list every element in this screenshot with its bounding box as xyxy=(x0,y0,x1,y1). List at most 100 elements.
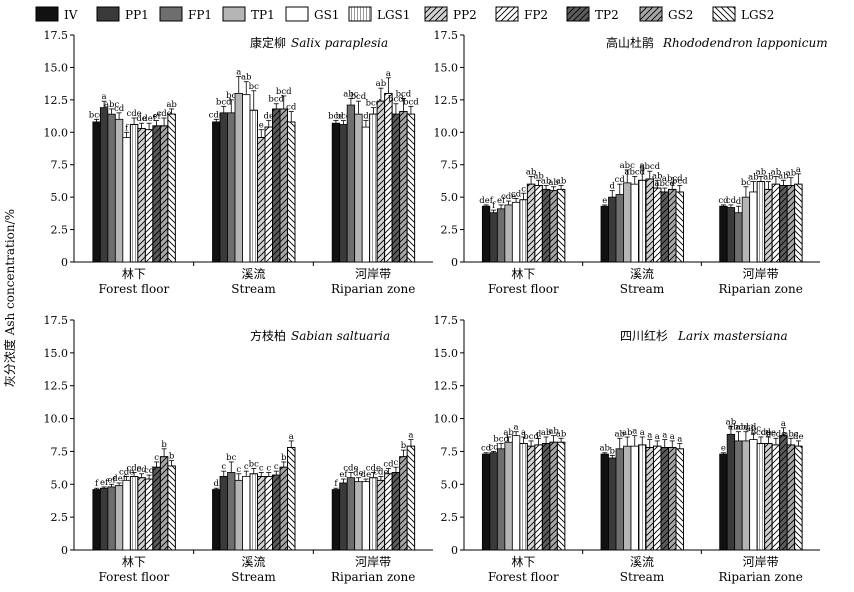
bar-hatch xyxy=(756,181,766,263)
bar-pp1 xyxy=(339,482,348,551)
significance-label: e xyxy=(259,121,264,131)
bar-iv xyxy=(212,121,221,263)
significance-label: a xyxy=(289,432,294,442)
bar-hatch xyxy=(279,466,288,551)
bar-pp1 xyxy=(608,196,617,263)
panel-title-cn: 方枝柏 xyxy=(250,328,286,343)
bar-hatch xyxy=(779,435,788,551)
x-category-label-en: Riparian zone xyxy=(331,282,415,296)
significance-label: a xyxy=(514,423,519,433)
bar-hatch xyxy=(152,125,161,263)
significance-label: ab xyxy=(771,167,782,177)
bar-fp1 xyxy=(615,194,624,263)
y-tick-label: 15.0 xyxy=(434,347,459,360)
bar-hatch xyxy=(279,108,288,263)
significance-label: ab xyxy=(614,429,625,439)
bar-iv xyxy=(212,489,221,551)
bar-hatch xyxy=(137,477,146,551)
bar-tp1 xyxy=(114,485,124,551)
significance-label: bcd xyxy=(403,97,419,107)
bar-hatch xyxy=(653,445,662,551)
bar-iv xyxy=(331,489,341,551)
y-tick-label: 7.5 xyxy=(51,159,69,172)
legend-item: TP2 xyxy=(566,6,619,22)
bar-fp1 xyxy=(615,448,624,551)
y-tick-label: 17.5 xyxy=(434,314,459,327)
significance-label: abcd xyxy=(639,162,660,172)
bar-tp1 xyxy=(741,440,751,551)
y-axis-label: 灰分浓度 Ash concentration/% xyxy=(2,209,17,387)
bar-iv xyxy=(481,453,491,551)
significance-label: a xyxy=(102,92,107,102)
bar-hatch xyxy=(159,125,169,263)
significance-label: e xyxy=(602,196,607,206)
bar-pp1 xyxy=(339,124,348,263)
significance-label: a xyxy=(640,161,645,171)
y-tick-label: 0 xyxy=(451,256,458,269)
bar-pp1 xyxy=(99,107,109,263)
bar-gs1 xyxy=(361,126,371,263)
significance-label: bcd xyxy=(276,87,292,97)
bar-iv xyxy=(600,205,609,263)
legend-label: GS1 xyxy=(314,8,339,22)
significance-label: bcde xyxy=(751,428,772,438)
panel-sabian-saltuaria: 方枝柏 Sabian saltuaria 0 2.5 5.0 7.5 10.0 12.5 1… xyxy=(44,314,433,584)
y-tick-label: 12.5 xyxy=(434,380,459,393)
significance-label: ef xyxy=(152,112,161,122)
bar-fp1 xyxy=(346,104,356,263)
significance-label: bc xyxy=(249,460,259,470)
significance-label: bcd xyxy=(396,90,412,100)
y-tick-label: 12.5 xyxy=(44,380,69,393)
bar-fp1 xyxy=(734,440,743,551)
x-category-label-en: Forest floor xyxy=(98,282,169,296)
bar-hatch xyxy=(391,472,401,551)
bar-fp1 xyxy=(107,113,116,263)
significance-label: cde xyxy=(343,463,358,473)
bar-hatch xyxy=(764,188,773,263)
legend-label: IV xyxy=(64,8,78,22)
bar-hatch xyxy=(519,443,528,551)
bar-hatch xyxy=(534,185,543,263)
significance-label: cde xyxy=(126,109,141,119)
significance-label: bcd xyxy=(89,110,105,120)
significance-label: a xyxy=(632,427,637,437)
legend-swatch-hatch xyxy=(348,6,372,22)
significance-label: ef xyxy=(100,478,109,488)
y-tick-label: 2.5 xyxy=(51,511,69,524)
significance-label: de xyxy=(136,114,146,124)
significance-label: cd xyxy=(136,465,147,475)
significance-label: c xyxy=(521,184,526,194)
y-tick-label: 2.5 xyxy=(441,511,459,524)
bar-hatch xyxy=(287,121,296,263)
significance-label: ab xyxy=(763,173,774,183)
y-tick-label: 0 xyxy=(451,544,458,557)
bar-hatch xyxy=(257,475,266,551)
bar-fp1 xyxy=(227,472,236,551)
bar-hatch xyxy=(384,473,393,551)
significance-label: abcd xyxy=(624,167,645,177)
bar-hatch xyxy=(756,443,766,551)
significance-label: bcd xyxy=(672,176,688,186)
bar-iv xyxy=(92,489,101,551)
significance-label: c xyxy=(394,458,399,468)
bar-gs1 xyxy=(242,475,251,551)
x-category-label-cn: 河岸带 xyxy=(355,267,391,281)
y-tick-label: 12.5 xyxy=(44,94,69,107)
significance-label: def xyxy=(112,474,126,484)
bar-gs1 xyxy=(749,191,758,263)
x-category-label-cn: 林下 xyxy=(511,555,535,569)
bar-gs1 xyxy=(630,183,639,263)
significance-label: bc xyxy=(226,91,236,101)
legend-swatch xyxy=(222,6,246,22)
bar-hatch xyxy=(376,100,386,263)
x-category-label-en: Forest floor xyxy=(488,282,559,296)
legend-label: FP1 xyxy=(188,8,212,22)
significance-label: ab xyxy=(748,173,759,183)
bar-hatch xyxy=(272,108,281,263)
bar-tp1 xyxy=(623,182,632,263)
panel-salix-paraplesia: 康定柳 Salix paraplesia 0 2.5 5.0 7.5 10.0 12.5 1… xyxy=(44,29,433,296)
legend-item: FP2 xyxy=(495,6,548,22)
significance-label: abc xyxy=(746,424,762,434)
panel-rhododendron-lapponicum: 高山杜鹃 Rhododendron lapponicum 0 2.5 5.0 7.5 1… xyxy=(434,29,828,296)
significance-label: b xyxy=(401,441,407,451)
